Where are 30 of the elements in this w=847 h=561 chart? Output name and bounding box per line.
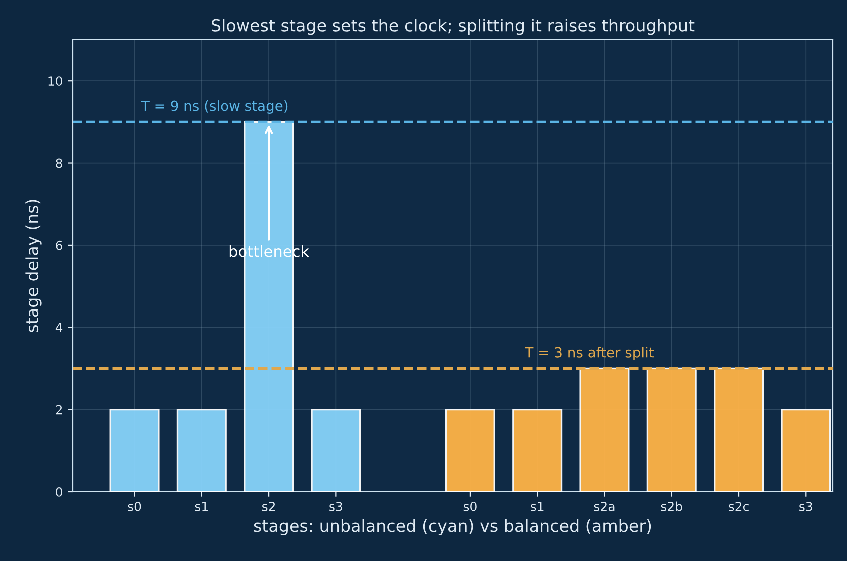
bar [110,408,160,492]
x-tick-label: s3 [800,502,812,512]
ref-line-label: T = 9 ns (slow stage) [141,100,288,114]
y-axis-title: stage delay (ns) [26,200,42,332]
bar [580,368,630,492]
ref-line-label: T = 3 ns after split [525,347,654,361]
y-tick-label: 10 [48,76,62,86]
x-tick-label: s1 [531,502,544,512]
x-tick-label: s2b [661,502,682,512]
x-tick-label: s1 [195,502,208,512]
x-tick-label: s0 [464,502,477,512]
bar [646,368,697,492]
x-axis-title: stages: unbalanced (cyan) vs balanced (amber) [254,519,652,536]
y-tick-label: 2 [56,405,62,415]
x-tick-label: s2 [262,502,276,512]
y-tick-label: 8 [56,158,62,168]
bar [445,408,496,492]
bar [512,408,563,492]
y-tick-label: 4 [56,323,63,332]
x-tick-label: s2a [594,502,615,512]
x-tick-label: s2c [729,502,749,512]
x-tick-label: s0 [128,502,142,512]
x-tick-label: s3 [330,502,342,512]
y-tick-label: 6 [56,240,62,250]
chart-title: Slowest stage sets the clock; splitting it raises throughput [212,19,695,36]
bar [311,408,362,492]
bar [714,368,764,492]
bar [176,408,227,492]
y-tick-label: 0 [56,487,62,497]
bar [781,408,832,492]
